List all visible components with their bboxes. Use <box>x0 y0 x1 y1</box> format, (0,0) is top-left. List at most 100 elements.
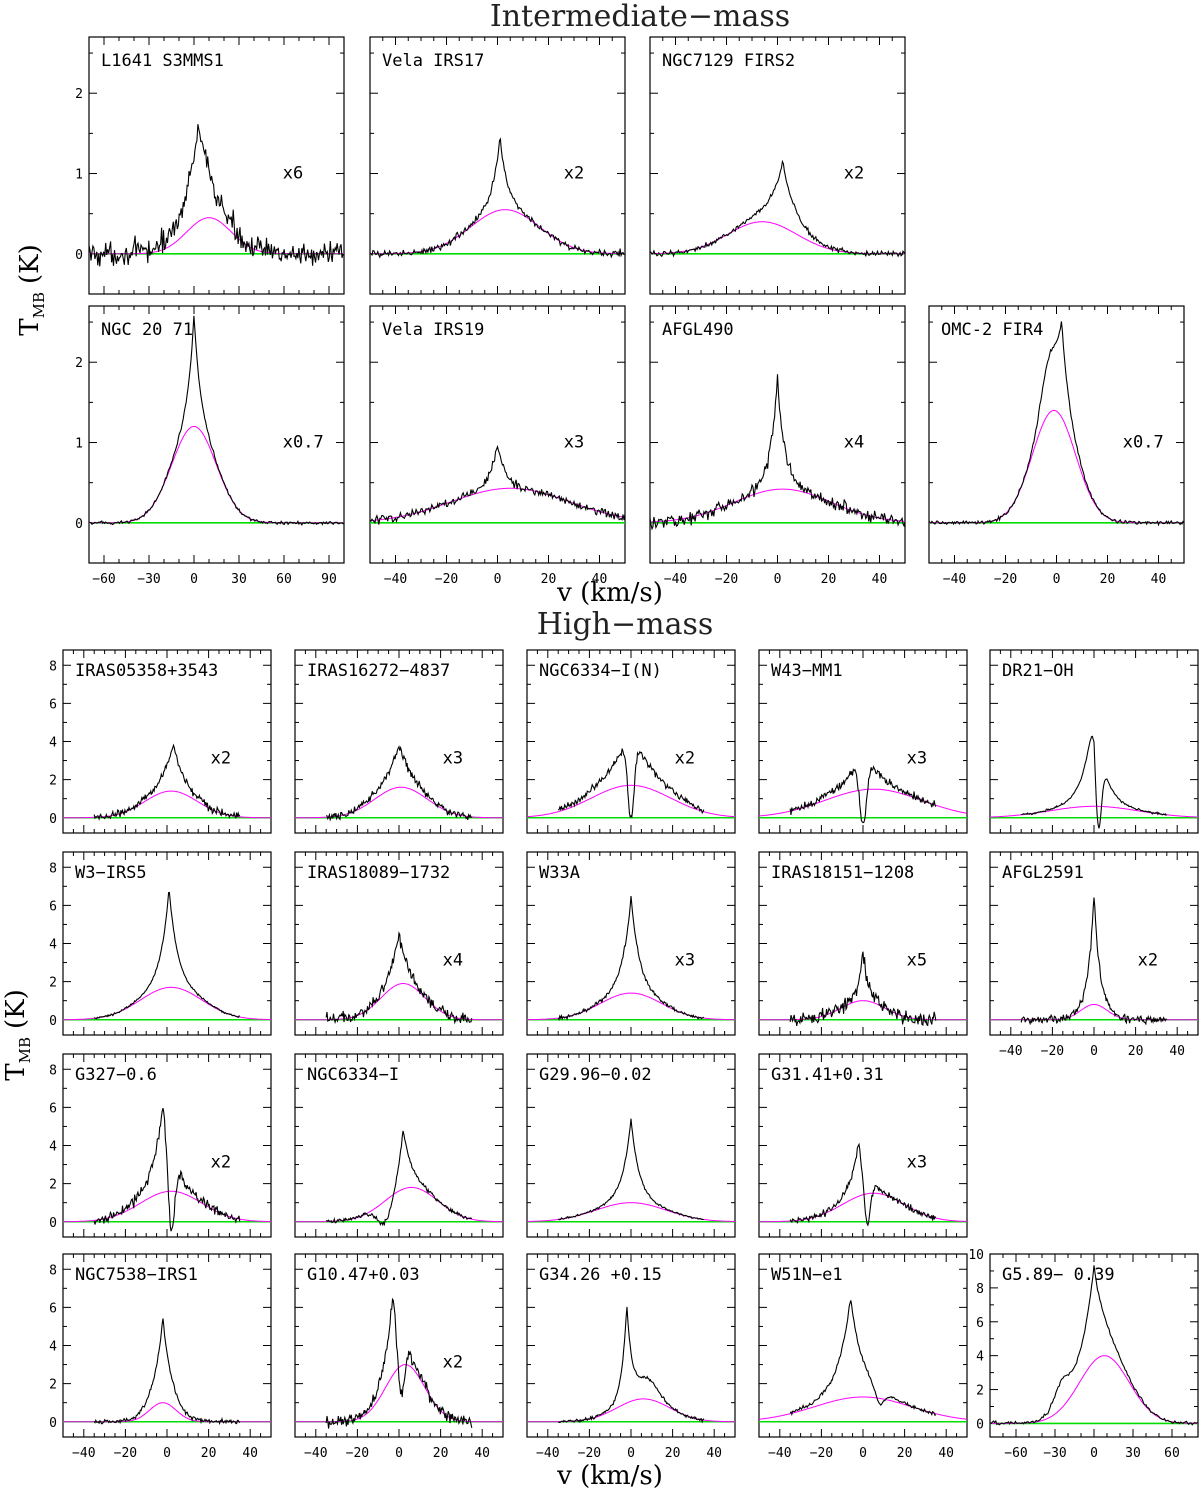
y-tick-label: 4 <box>49 736 57 751</box>
panel-title: G34.26 +0.15 <box>539 1265 662 1285</box>
scale-factor: x0.7 <box>283 432 324 452</box>
x-tick-label: −30 <box>137 572 160 587</box>
spectrum-line <box>93 743 241 821</box>
spectrum-line <box>789 765 937 824</box>
panel-title: NGC7129 FIRS2 <box>662 51 795 71</box>
panel-frame <box>62 851 272 1036</box>
y-tick-label: 2 <box>976 1384 984 1399</box>
spectrum-line <box>325 1130 473 1227</box>
x-tick-label: −20 <box>715 572 738 587</box>
panel-title: W51N−e1 <box>771 1265 843 1285</box>
panel-frame <box>526 851 736 1036</box>
spectrum-line <box>369 137 626 259</box>
panel-frame <box>369 36 626 295</box>
spectrum-panel: −60 −30 0 30 60 0 2 4 6 8 10 G5.89− 0.39 <box>968 1248 1199 1461</box>
panel-title: W33A <box>539 863 580 883</box>
spectrum-line <box>557 1306 705 1424</box>
x-tick-label: 20 <box>433 1446 449 1461</box>
y-tick-label: 6 <box>976 1316 984 1331</box>
section-title-high: High−mass <box>537 607 714 642</box>
x-tick-label: 20 <box>897 1446 913 1461</box>
y-tick-label: 4 <box>49 1340 57 1355</box>
panel-frame <box>294 649 504 834</box>
panel-frame <box>758 851 968 1036</box>
panel-title: NGC6334−I(N) <box>539 661 662 681</box>
scale-factor: x4 <box>844 432 864 452</box>
x-tick-label: −20 <box>1041 1044 1064 1059</box>
spectrum-panel: −40 −20 0 20 40 OMC-2 FIR4 x0.7 <box>928 305 1185 587</box>
svg-text:TMB(K): TMB (K) <box>1 989 34 1080</box>
panel-title: W3−IRS5 <box>75 863 147 883</box>
scale-factor: x3 <box>675 950 695 970</box>
x-tick-label: 40 <box>1151 572 1167 587</box>
x-tick-label: 0 <box>1090 1044 1098 1059</box>
x-tick-label: −20 <box>435 572 458 587</box>
panel-title: Vela IRS17 <box>382 51 484 71</box>
y-tick-label: 2 <box>75 87 83 102</box>
spectrum-line <box>93 891 240 1020</box>
ylabel-main: T <box>1 1063 31 1081</box>
x-tick-label: −40 <box>536 1446 559 1461</box>
panel-frame <box>758 1253 968 1438</box>
ylabel-unit: (K) <box>15 244 45 284</box>
x-tick-label: 20 <box>665 1446 681 1461</box>
y-tick-label: 6 <box>49 899 57 914</box>
y-tick-label: 2 <box>49 1378 57 1393</box>
spectrum-line <box>88 124 345 267</box>
x-tick-label: −20 <box>810 1446 833 1461</box>
x-tick-label: −20 <box>578 1446 601 1461</box>
y-tick-label: 8 <box>49 659 57 674</box>
gaussian-fit <box>89 426 344 524</box>
panel-title: IRAS18151−1208 <box>771 863 914 883</box>
x-axis-label-bottom: v (km/s) <box>556 1461 663 1491</box>
x-tick-label: 0 <box>190 572 198 587</box>
x-tick-label: −40 <box>768 1446 791 1461</box>
x-tick-label: 20 <box>821 572 837 587</box>
panel-frame <box>649 305 906 564</box>
x-tick-label: 60 <box>1164 1446 1180 1461</box>
spectrum-panel: G31.41+0.31 x3 <box>758 1053 968 1238</box>
x-tick-label: −60 <box>92 572 115 587</box>
panel-title: OMC-2 FIR4 <box>941 320 1043 340</box>
panel-frame <box>649 36 906 295</box>
x-tick-label: 60 <box>276 572 292 587</box>
spectrum-panel: −40 −20 0 20 40 Vela IRS19 x3 <box>369 305 626 587</box>
scale-factor: x6 <box>283 163 303 183</box>
x-tick-label: −40 <box>304 1446 327 1461</box>
panel-title: W43−MM1 <box>771 661 843 681</box>
scale-factor: x4 <box>443 950 463 970</box>
spectrum-panel: IRAS18089−1732 x4 <box>294 851 504 1036</box>
ylabel-sub: MB <box>16 1037 34 1063</box>
panel-title: G327−0.6 <box>75 1065 157 1085</box>
x-tick-label: −20 <box>114 1446 137 1461</box>
spectrum-line <box>369 444 626 525</box>
spectrum-line <box>325 931 473 1025</box>
scale-factor: x2 <box>675 748 695 768</box>
y-tick-label: 4 <box>49 938 57 953</box>
x-tick-label: 0 <box>774 572 782 587</box>
y-tick-label: 2 <box>49 1178 57 1193</box>
spectrum-panel: −40 −20 0 20 40 0 2 4 6 8 NGC7538−IRS1 <box>49 1253 272 1461</box>
spectrum-panel: W43−MM1 x3 <box>758 649 968 834</box>
panel-title: AFGL490 <box>662 320 734 340</box>
panel-frame <box>526 649 736 834</box>
x-tick-label: 0 <box>395 1446 403 1461</box>
panel-title: G31.41+0.31 <box>771 1065 884 1085</box>
x-tick-label: 30 <box>231 572 247 587</box>
y-axis-label-top: TMB (K) <box>15 244 48 335</box>
spectrum-line <box>649 374 906 531</box>
spectrum-panel: NGC6334−I(N) x2 <box>526 649 736 834</box>
section-title-intermediate: Intermediate−mass <box>490 0 790 34</box>
spectrum-line <box>558 748 705 819</box>
panel-frame <box>62 1253 272 1438</box>
x-tick-label: 20 <box>1128 1044 1144 1059</box>
panel-frame <box>369 305 626 564</box>
scale-factor: x5 <box>907 950 927 970</box>
panel-title: G10.47+0.03 <box>307 1265 420 1285</box>
scale-factor: x3 <box>443 748 463 768</box>
panel-title: NGC7538−IRS1 <box>75 1265 198 1285</box>
spectrum-line <box>325 745 472 822</box>
panel-frame <box>62 649 272 834</box>
